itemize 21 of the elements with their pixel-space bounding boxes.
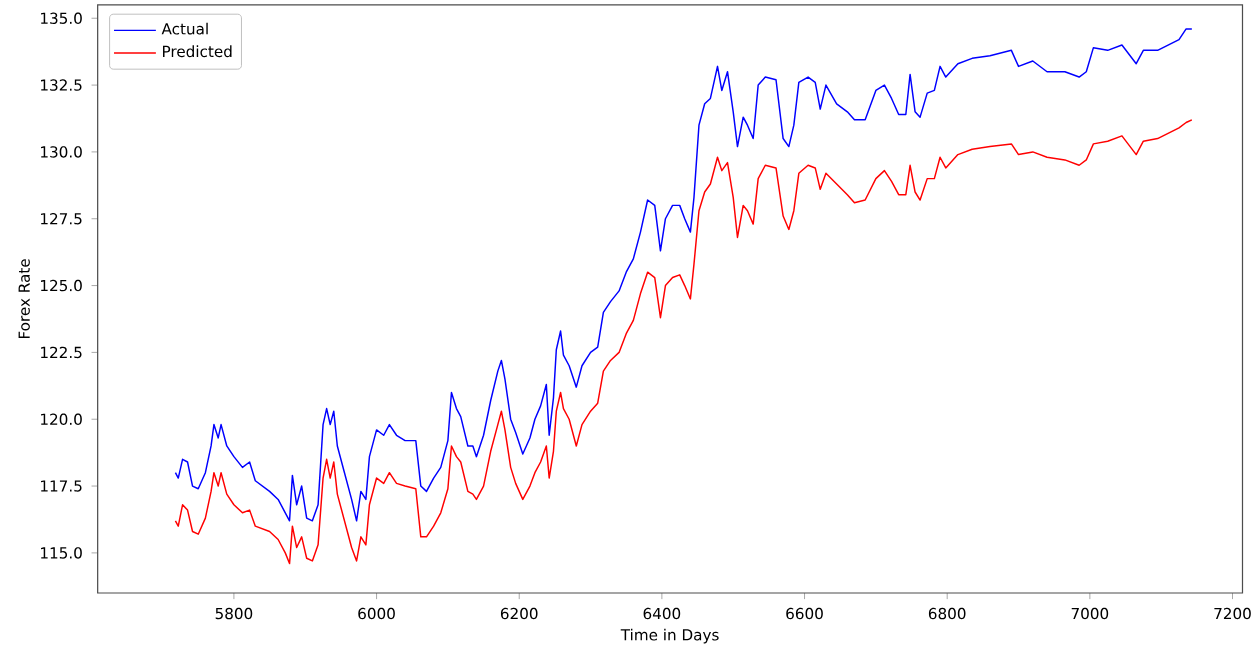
legend-label: Actual xyxy=(161,22,208,35)
legend-label: Predicted xyxy=(163,45,232,58)
y-tick-label: 125.0 xyxy=(41,280,82,292)
x-tick-label: 6000 xyxy=(358,607,395,620)
y-tick-label: 115.0 xyxy=(41,547,82,559)
y-tick-label: 120.0 xyxy=(41,413,82,426)
y-tick-label: 117.5 xyxy=(41,480,82,492)
x-tick-label: 6800 xyxy=(928,607,966,620)
x-tick-label: 7000 xyxy=(1071,607,1109,620)
y-tick-label: 127.5 xyxy=(41,213,82,225)
x-tick-label: 5800 xyxy=(215,607,253,620)
y-tick-label: 132.5 xyxy=(41,79,82,92)
x-tick-label: 6400 xyxy=(643,607,681,620)
x-axis-title: Time in Days xyxy=(620,628,719,644)
x-tick-label: 6200 xyxy=(500,607,538,620)
y-tick-label: 122.5 xyxy=(41,346,82,359)
x-tick-label: 7200 xyxy=(1214,607,1251,620)
y-tick-label: 130.0 xyxy=(41,146,82,158)
y-tick-label: 135.0 xyxy=(41,12,82,25)
x-tick-label: 6600 xyxy=(786,607,823,620)
y-axis-title: Forex Rate xyxy=(18,259,30,339)
